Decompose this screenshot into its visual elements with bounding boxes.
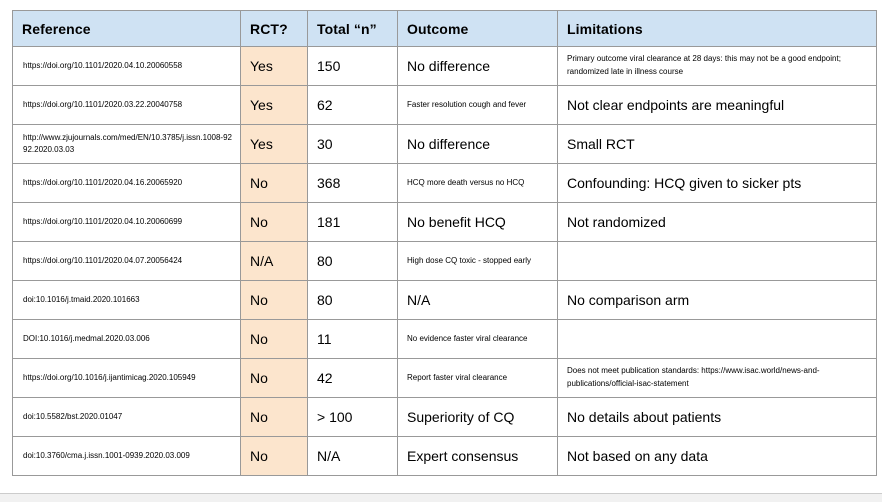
total-n-cell: 80 bbox=[307, 241, 398, 281]
page-bottom-edge bbox=[0, 493, 882, 502]
outcome-cell: Faster resolution cough and fever bbox=[397, 85, 558, 125]
table-row: https://doi.org/10.1101/2020.04.16.20065… bbox=[12, 163, 877, 203]
rct-cell: No bbox=[240, 163, 308, 203]
limitations-cell: Not based on any data bbox=[557, 436, 877, 476]
rct-cell: No bbox=[240, 397, 308, 437]
reference-cell: https://doi.org/10.1101/2020.04.10.20060… bbox=[12, 202, 241, 242]
table-row: doi:10.1016/j.tmaid.2020.101663 No 80 N/… bbox=[12, 280, 877, 320]
table-row: https://doi.org/10.1101/2020.03.22.20040… bbox=[12, 85, 877, 125]
outcome-cell: No evidence faster viral clearance bbox=[397, 319, 558, 359]
total-n-cell: 368 bbox=[307, 163, 398, 203]
limitations-cell bbox=[557, 319, 877, 359]
column-header-limitations: Limitations bbox=[557, 10, 877, 47]
outcome-cell: No difference bbox=[397, 124, 558, 164]
reference-cell: https://doi.org/10.1016/j.ijantimicag.20… bbox=[12, 358, 241, 398]
table-row: http://www.zjujournals.com/med/EN/10.378… bbox=[12, 124, 877, 164]
limitations-cell: Small RCT bbox=[557, 124, 877, 164]
rct-cell: Yes bbox=[240, 46, 308, 86]
column-header-rct: RCT? bbox=[240, 10, 308, 47]
outcome-cell: No difference bbox=[397, 46, 558, 86]
total-n-cell: 181 bbox=[307, 202, 398, 242]
limitations-cell: Not randomized bbox=[557, 202, 877, 242]
limitations-cell: Does not meet publication standards: htt… bbox=[557, 358, 877, 398]
rct-cell: Yes bbox=[240, 124, 308, 164]
table-header: Reference RCT? Total “n” Outcome Limitat… bbox=[12, 10, 877, 47]
rct-cell: No bbox=[240, 202, 308, 242]
outcome-cell: Report faster viral clearance bbox=[397, 358, 558, 398]
outcome-cell: Superiority of CQ bbox=[397, 397, 558, 437]
rct-cell: No bbox=[240, 319, 308, 359]
reference-cell: doi:10.5582/bst.2020.01047 bbox=[12, 397, 241, 437]
limitations-cell: No details about patients bbox=[557, 397, 877, 437]
column-header-total-n: Total “n” bbox=[307, 10, 398, 47]
limitations-cell: Not clear endpoints are meaningful bbox=[557, 85, 877, 125]
limitations-cell: No comparison arm bbox=[557, 280, 877, 320]
total-n-cell: N/A bbox=[307, 436, 398, 476]
limitations-cell: Confounding: HCQ given to sicker pts bbox=[557, 163, 877, 203]
total-n-cell: 11 bbox=[307, 319, 398, 359]
table-body: https://doi.org/10.1101/2020.04.10.20060… bbox=[12, 46, 877, 476]
column-header-reference: Reference bbox=[12, 10, 241, 47]
table-row: https://doi.org/10.1101/2020.04.10.20060… bbox=[12, 202, 877, 242]
limitations-cell bbox=[557, 241, 877, 281]
table-row: https://doi.org/10.1016/j.ijantimicag.20… bbox=[12, 358, 877, 398]
table-row: https://doi.org/10.1101/2020.04.07.20056… bbox=[12, 241, 877, 281]
table-row: doi:10.5582/bst.2020.01047 No > 100 Supe… bbox=[12, 397, 877, 437]
reference-cell: doi:10.3760/cma.j.issn.1001-0939.2020.03… bbox=[12, 436, 241, 476]
reference-cell: https://doi.org/10.1101/2020.03.22.20040… bbox=[12, 85, 241, 125]
rct-cell: N/A bbox=[240, 241, 308, 281]
reference-cell: doi:10.1016/j.tmaid.2020.101663 bbox=[12, 280, 241, 320]
total-n-cell: 80 bbox=[307, 280, 398, 320]
reference-cell: https://doi.org/10.1101/2020.04.10.20060… bbox=[12, 46, 241, 86]
studies-table: Reference RCT? Total “n” Outcome Limitat… bbox=[12, 10, 877, 476]
total-n-cell: 150 bbox=[307, 46, 398, 86]
reference-cell: https://doi.org/10.1101/2020.04.16.20065… bbox=[12, 163, 241, 203]
limitations-cell: Primary outcome viral clearance at 28 da… bbox=[557, 46, 877, 86]
reference-cell: https://doi.org/10.1101/2020.04.07.20056… bbox=[12, 241, 241, 281]
total-n-cell: > 100 bbox=[307, 397, 398, 437]
rct-cell: No bbox=[240, 436, 308, 476]
rct-cell: Yes bbox=[240, 85, 308, 125]
outcome-cell: HCQ more death versus no HCQ bbox=[397, 163, 558, 203]
total-n-cell: 62 bbox=[307, 85, 398, 125]
rct-cell: No bbox=[240, 280, 308, 320]
table-row: https://doi.org/10.1101/2020.04.10.20060… bbox=[12, 46, 877, 86]
total-n-cell: 30 bbox=[307, 124, 398, 164]
reference-cell: http://www.zjujournals.com/med/EN/10.378… bbox=[12, 124, 241, 164]
outcome-cell: Expert consensus bbox=[397, 436, 558, 476]
outcome-cell: High dose CQ toxic - stopped early bbox=[397, 241, 558, 281]
column-header-outcome: Outcome bbox=[397, 10, 558, 47]
reference-cell: DOI:10.1016/j.medmal.2020.03.006 bbox=[12, 319, 241, 359]
outcome-cell: N/A bbox=[397, 280, 558, 320]
total-n-cell: 42 bbox=[307, 358, 398, 398]
rct-cell: No bbox=[240, 358, 308, 398]
table-row: doi:10.3760/cma.j.issn.1001-0939.2020.03… bbox=[12, 436, 877, 476]
outcome-cell: No benefit HCQ bbox=[397, 202, 558, 242]
header-row: Reference RCT? Total “n” Outcome Limitat… bbox=[12, 10, 877, 47]
table-row: DOI:10.1016/j.medmal.2020.03.006 No 11 N… bbox=[12, 319, 877, 359]
